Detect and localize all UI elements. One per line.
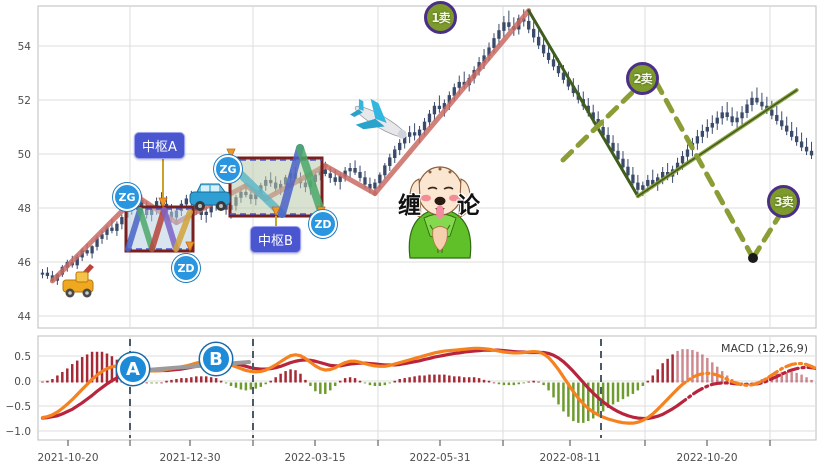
macd-y-tick-labels: 0.5 0.0 −0.5 −1.0	[6, 351, 32, 438]
macd-ytick-05: 0.5	[14, 351, 31, 363]
macd-ytick-00: 0.0	[14, 376, 31, 388]
sell-point-1[interactable]: 1卖	[424, 1, 457, 34]
price-panel: 54 52 50 48 46 44	[18, 5, 817, 329]
divergence-point-a[interactable]: A	[117, 353, 149, 385]
price-ytick-46: 46	[18, 257, 32, 269]
macd-ytick-neg10: −1.0	[6, 426, 32, 438]
zg-marker-a[interactable]: ZG	[113, 183, 141, 211]
macd-plot-area	[37, 335, 817, 441]
zd-marker-a[interactable]: ZD	[172, 254, 200, 282]
price-plot-area	[37, 5, 817, 329]
macd-ytick-neg05: −0.5	[6, 401, 32, 413]
price-ytick-54: 54	[18, 41, 32, 53]
price-ytick-52: 52	[18, 95, 31, 107]
monk-dog-icon	[408, 166, 472, 259]
zd-marker-b[interactable]: ZD	[309, 210, 337, 238]
pivot-label-b[interactable]: 中枢B	[250, 226, 301, 253]
watermark-chanlun-right: 论	[457, 193, 480, 219]
xtick-2022-08-11: 2022-08-11	[539, 452, 600, 464]
blue-car-icon	[189, 183, 231, 211]
xtick-2022-05-31: 2022-05-31	[409, 452, 470, 464]
price-ytick-50: 50	[18, 149, 31, 161]
sell-point-2[interactable]: 2卖	[626, 62, 659, 95]
xtick-2022-10-20: 2022-10-20	[676, 452, 737, 464]
x-axis-labels: 2021-10-20 2021-12-30 2022-03-15 2022-05…	[37, 452, 737, 464]
sell-point-3[interactable]: 3卖	[767, 185, 800, 218]
divergence-point-b[interactable]: B	[200, 343, 232, 375]
price-ytick-48: 48	[18, 203, 31, 215]
price-y-tick-labels: 54 52 50 48 46 44	[18, 41, 32, 323]
watermark-chanlun-left: 缠	[398, 193, 421, 219]
xtick-2021-12-30: 2021-12-30	[159, 452, 220, 464]
pivot-label-a[interactable]: 中枢A	[134, 132, 185, 159]
xtick-2021-10-20: 2021-10-20	[37, 452, 98, 464]
airplane-icon	[350, 98, 407, 139]
macd-indicator-label: MACD (12,26,9)	[721, 342, 808, 355]
x-axis-ticks	[67, 440, 771, 446]
zg-marker-b[interactable]: ZG	[214, 155, 242, 183]
macd-panel: 0.5 0.0 −0.5 −1.0 MACD (12,26,9)	[6, 335, 817, 441]
price-ytick-44: 44	[18, 311, 32, 323]
pivot-box-overlays	[122, 144, 326, 253]
crane-truck-icon	[62, 264, 94, 298]
xtick-2022-03-15: 2022-03-15	[284, 452, 345, 464]
